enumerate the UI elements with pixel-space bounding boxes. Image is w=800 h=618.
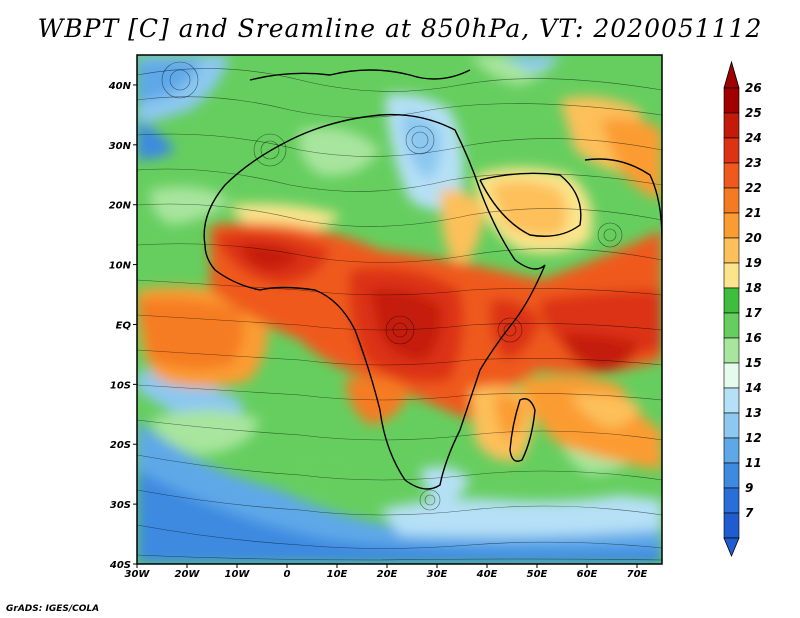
lon-tick-label: 20W (175, 569, 201, 580)
colorbar: 26 25 24 23 22 21 20 19 18 17 16 15 14 13 12 11 9 7 (723, 60, 762, 558)
streamlines (137, 61, 662, 561)
colorbar-swatch (723, 487, 740, 514)
colorbar-swatch (723, 212, 740, 239)
colorbar-swatch (723, 387, 740, 414)
colorbar-swatch (723, 312, 740, 339)
colorbar-swatch (723, 87, 740, 114)
lat-tick-label: 30S (110, 500, 131, 511)
colorbar-swatch (723, 337, 740, 364)
colorbar-top-arrow (723, 60, 740, 89)
colorbar-label: 12 (745, 431, 762, 445)
colorbar-label: 23 (745, 156, 762, 170)
grads-credit: GrADS: IGES/COLA (6, 604, 100, 614)
wbpt-field (137, 55, 662, 564)
colorbar-swatch (723, 187, 740, 214)
colorbar-swatch (723, 287, 740, 314)
colorbar-label: 19 (745, 256, 762, 270)
lon-tick-label: 30E (427, 569, 448, 580)
colorbar-label: 16 (745, 331, 762, 345)
colorbar-label: 21 (745, 206, 762, 220)
lat-tick-label: 30N (109, 141, 132, 152)
colorbar-swatch (723, 237, 740, 264)
lat-tick-label: 10S (110, 380, 131, 391)
lat-tick-label: 20N (109, 201, 132, 212)
colorbar-label: 9 (745, 481, 753, 495)
colorbar-bottom-arrow (723, 537, 740, 558)
colorbar-label: 25 (745, 106, 762, 120)
colorbar-swatch (723, 437, 740, 464)
lon-tick-label: 30W (125, 569, 151, 580)
colorbar-swatch (723, 412, 740, 439)
lon-tick-label: 40E (476, 569, 498, 580)
colorbar-label: 14 (745, 381, 762, 395)
map-title: WBPT [C] and Sreamline at 850hPa, VT: 20… (37, 14, 763, 43)
colorbar-label: 20 (745, 231, 762, 245)
lon-tick-label: 70E (627, 569, 648, 580)
colorbar-label: 7 (745, 506, 754, 520)
colorbar-label: 13 (745, 406, 762, 420)
colorbar-label: 11 (745, 456, 762, 470)
lon-tick-label: 10E (327, 569, 348, 580)
colorbar-swatch (723, 362, 740, 389)
colorbar-label: 22 (745, 181, 762, 195)
colorbar-label: 15 (745, 356, 762, 370)
lat-tick-label: 40N (108, 81, 132, 92)
colorbar-swatch (723, 162, 740, 189)
lat-tick-label: 40S (109, 560, 131, 571)
colorbar-swatch (723, 112, 740, 139)
colorbar-label: 26 (745, 81, 762, 95)
colorbar-label: 18 (745, 281, 762, 295)
colorbar-label: 24 (745, 131, 762, 145)
colorbar-swatch (723, 512, 740, 539)
colorbar-swatch (723, 137, 740, 164)
colorbar-swatch (723, 262, 740, 289)
lat-tick-label: EQ (116, 320, 132, 331)
lon-tick-label: 50E (527, 569, 548, 580)
colorbar-label: 17 (745, 306, 762, 320)
colorbar-swatch (723, 462, 740, 489)
lat-tick-label: 20S (110, 440, 131, 451)
map-frame (136, 54, 663, 565)
coastlines (203, 69, 662, 490)
lon-tick-label: 20E (377, 569, 398, 580)
lon-tick-label: 0 (284, 569, 291, 580)
lon-tick-label: 60E (577, 569, 598, 580)
lon-tick-label: 10W (225, 569, 251, 580)
lat-tick-label: 10N (109, 261, 132, 272)
